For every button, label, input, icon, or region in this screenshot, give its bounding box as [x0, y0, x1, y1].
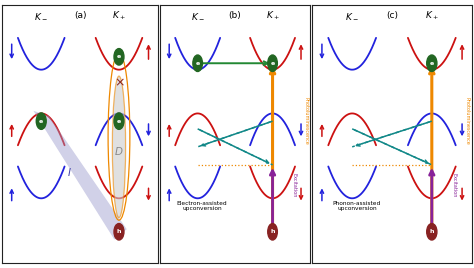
Text: h: h — [117, 229, 121, 234]
Text: e: e — [117, 54, 121, 59]
Text: D: D — [115, 147, 123, 157]
Polygon shape — [34, 111, 127, 240]
Text: h: h — [429, 229, 434, 234]
Text: $\times$: $\times$ — [114, 76, 124, 89]
Text: $K_+$: $K_+$ — [425, 9, 438, 22]
Text: e: e — [117, 119, 121, 124]
Text: e: e — [430, 61, 434, 66]
Circle shape — [114, 224, 124, 240]
Text: h: h — [270, 229, 275, 234]
Text: e: e — [196, 61, 200, 66]
Text: $K_-$: $K_-$ — [191, 11, 205, 21]
Text: (c): (c) — [386, 11, 398, 20]
Circle shape — [427, 224, 437, 240]
Text: $K_-$: $K_-$ — [34, 11, 48, 21]
Circle shape — [427, 55, 437, 72]
Text: Photoluminescence: Photoluminescence — [303, 97, 308, 145]
Circle shape — [268, 55, 277, 72]
Circle shape — [114, 113, 124, 129]
Text: $K_+$: $K_+$ — [112, 9, 126, 22]
Text: Phonon-assisted
upconversion: Phonon-assisted upconversion — [333, 201, 381, 211]
Text: I: I — [68, 168, 71, 178]
Text: (b): (b) — [229, 11, 241, 20]
Text: $K_+$: $K_+$ — [266, 9, 279, 22]
Text: (a): (a) — [74, 11, 86, 20]
Text: Electron-assisted
upconversion: Electron-assisted upconversion — [177, 201, 228, 211]
Text: Excitation: Excitation — [291, 173, 296, 198]
Ellipse shape — [112, 76, 126, 218]
Text: Excitation: Excitation — [452, 173, 456, 198]
Circle shape — [114, 49, 124, 65]
Text: $K_-$: $K_-$ — [345, 11, 359, 21]
Circle shape — [36, 113, 46, 129]
Circle shape — [193, 55, 202, 72]
Circle shape — [268, 224, 277, 240]
Text: e: e — [271, 61, 274, 66]
Text: Photoluminescence: Photoluminescence — [465, 97, 469, 145]
Text: e: e — [39, 119, 43, 124]
